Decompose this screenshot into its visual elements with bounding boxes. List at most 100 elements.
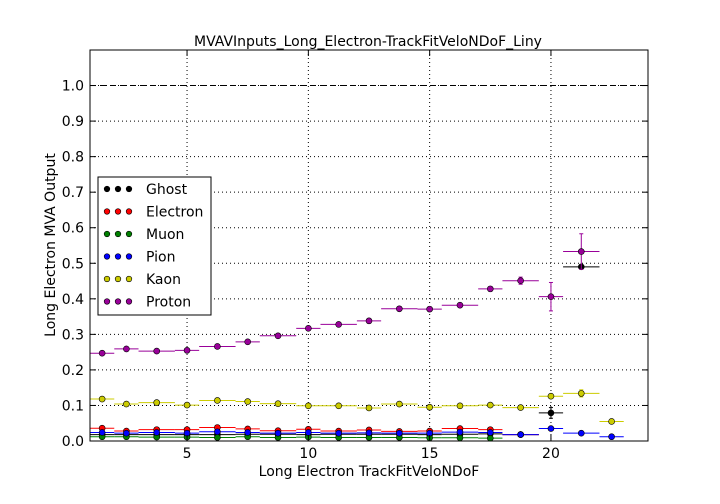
data-point [396,429,403,437]
data-point [274,429,282,437]
x-tick-label: 10 [299,446,317,462]
data-point [305,429,312,436]
data-point [608,418,615,425]
y-tick-label: 0.1 [62,398,84,414]
legend-label-pion: Pion [146,250,175,266]
y-tick-label: 0.9 [62,114,84,130]
y-tick-label: 0.5 [62,256,84,272]
legend-marker [114,208,122,215]
data-point [214,434,221,441]
data-point [396,400,403,408]
data-point [456,428,464,436]
legend-marker [103,253,111,260]
legend-marker [125,253,133,260]
legend-marker [125,298,133,305]
data-point [426,403,433,411]
data-point [214,343,221,350]
y-tick-label: 1.0 [62,79,84,95]
data-point [365,429,373,437]
data-point [456,434,464,442]
data-point [547,425,555,432]
legend-label-electron: Electron [146,205,203,221]
data-point [487,434,494,442]
y-tick-label: 0.0 [62,434,84,450]
data-point [244,398,251,405]
data-point [577,429,585,437]
data-point [365,404,373,412]
x-tick-label: 15 [421,446,439,462]
data-point [365,317,373,325]
data-point [214,428,221,436]
series-proton [90,233,600,357]
plot-frame [89,49,649,442]
data-point [98,429,106,436]
data-point [577,248,585,255]
data-point [547,293,555,300]
data-point [577,390,585,397]
data-point [98,349,106,357]
data-point [547,409,555,417]
data-point [456,301,464,309]
legend-marker [114,253,122,260]
legend-marker [103,298,111,305]
y-tick-label: 0.4 [62,292,84,308]
legend-label-muon: Muon [146,227,184,243]
legend-marker [125,275,133,283]
legend-marker [114,275,122,283]
legend-box [97,176,212,316]
legend-label-proton: Proton [146,295,191,311]
data-point [153,399,161,406]
y-tick-label: 0.6 [62,221,84,237]
legend-marker [114,230,122,238]
data-point [183,401,191,409]
data-point [123,400,130,408]
data-point [123,429,130,437]
legend-marker [103,208,111,215]
axis-ticks: 5 10 15 20 0.0 0.1 0.2 0.3 0.4 0.5 0.6 0.7 0.8 0.9 1.0 [62,50,648,462]
data-point [98,395,106,403]
data-point [517,431,524,438]
chart-title: MVAVInputs_Long_Electron-TrackFitVeloNDo… [194,34,542,50]
data-point [214,397,221,404]
data-point [608,433,615,441]
y-tick-label: 0.2 [62,363,84,379]
legend-marker [125,185,133,193]
x-tick-label: 20 [542,446,560,462]
data-point [123,345,130,353]
data-point [335,429,342,437]
legend-marker [103,230,111,238]
data-point [335,321,342,328]
data-point [183,347,191,354]
legend-label-kaon: Kaon [146,272,181,288]
y-tick-label: 0.3 [62,327,84,343]
data-point [244,429,251,436]
legend-marker [103,185,111,193]
data-point [517,277,524,284]
legend-marker [114,185,122,193]
data-point [153,429,161,436]
data-point [517,404,524,411]
data-point [335,402,342,410]
data-point [456,402,464,410]
y-tick-label: 0.7 [62,185,84,201]
data-point [396,305,403,313]
legend-marker [125,230,133,238]
legend-label-ghost: Ghost [146,182,188,198]
data-point [426,305,433,313]
data-point [487,429,494,436]
data-point [274,332,282,340]
data-point [487,285,494,293]
data-point [487,401,494,409]
y-axis-label: Long Electron MVA Output [43,153,59,337]
y-tick-label: 0.8 [62,150,84,166]
series-kaon [90,389,624,425]
legend-marker [103,275,111,283]
data-point [305,325,312,332]
data-point [305,402,312,410]
x-axis-label: Long Electron TrackFitVeloNDoF [259,464,480,480]
legend-marker [114,298,122,305]
legend: Ghost Electron Muon Pion Kaon Proton [97,176,212,316]
legend-marker [125,208,133,215]
x-tick-label: 5 [183,446,192,462]
